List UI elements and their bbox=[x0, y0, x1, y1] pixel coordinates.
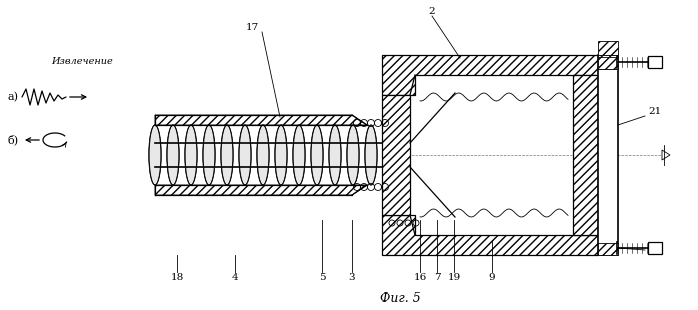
Text: б): б) bbox=[8, 135, 19, 145]
Text: 15: 15 bbox=[648, 246, 662, 255]
Polygon shape bbox=[573, 75, 598, 235]
Ellipse shape bbox=[347, 125, 359, 185]
Text: Фиг. 5: Фиг. 5 bbox=[380, 291, 420, 304]
Ellipse shape bbox=[329, 125, 341, 185]
Polygon shape bbox=[155, 115, 367, 125]
Bar bbox=[598, 55, 618, 255]
Bar bbox=[648, 242, 662, 254]
Text: 16: 16 bbox=[413, 273, 426, 282]
Bar bbox=[598, 57, 618, 69]
Ellipse shape bbox=[311, 125, 323, 185]
Ellipse shape bbox=[185, 125, 198, 185]
Bar bbox=[598, 55, 618, 69]
Text: 17: 17 bbox=[246, 24, 259, 33]
Polygon shape bbox=[662, 150, 670, 160]
Text: а): а) bbox=[8, 92, 19, 102]
Text: Извлечение: Извлечение bbox=[51, 57, 113, 67]
Ellipse shape bbox=[364, 125, 378, 185]
Bar bbox=[598, 41, 618, 55]
Ellipse shape bbox=[292, 125, 305, 185]
Text: 18: 18 bbox=[170, 273, 184, 282]
Bar bbox=[648, 56, 662, 68]
Ellipse shape bbox=[167, 125, 179, 185]
Text: 5: 5 bbox=[319, 273, 325, 282]
Polygon shape bbox=[382, 95, 410, 215]
Bar bbox=[155, 125, 382, 185]
Ellipse shape bbox=[149, 125, 161, 185]
Text: 2: 2 bbox=[429, 7, 436, 16]
Ellipse shape bbox=[275, 125, 288, 185]
Text: 3: 3 bbox=[349, 273, 355, 282]
Text: 7: 7 bbox=[433, 273, 440, 282]
Polygon shape bbox=[382, 215, 598, 255]
Text: 21: 21 bbox=[648, 108, 662, 117]
Polygon shape bbox=[382, 55, 598, 95]
Text: 19: 19 bbox=[447, 273, 461, 282]
Ellipse shape bbox=[202, 125, 215, 185]
Text: 4: 4 bbox=[232, 273, 238, 282]
Ellipse shape bbox=[239, 125, 251, 185]
Ellipse shape bbox=[257, 125, 269, 185]
Text: 9: 9 bbox=[489, 273, 496, 282]
Polygon shape bbox=[155, 185, 367, 195]
Bar bbox=[598, 243, 618, 255]
Ellipse shape bbox=[221, 125, 233, 185]
